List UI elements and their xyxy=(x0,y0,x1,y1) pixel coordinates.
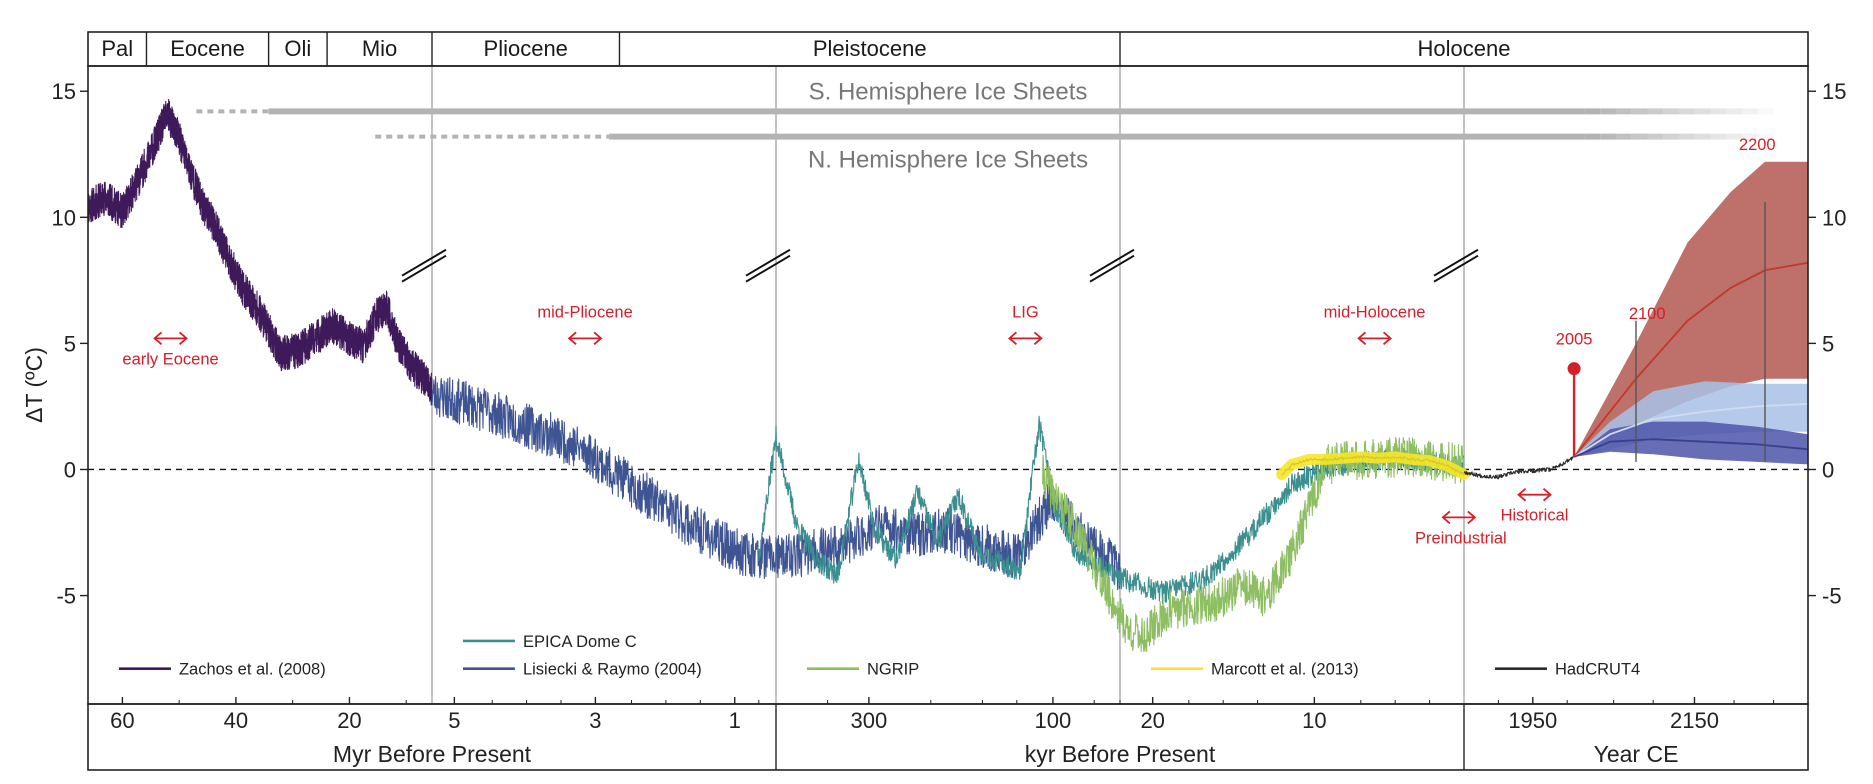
ytick-label-left-2: 5 xyxy=(64,331,76,356)
annotation-arrowhead-left-4 xyxy=(1441,510,1451,525)
xtick-label-ce-0: 1950 xyxy=(1508,708,1557,733)
xtick-label-myr-2: 20 xyxy=(337,708,361,733)
axis-break-b-2 xyxy=(1089,254,1135,283)
epoch-label-2: Oli xyxy=(284,36,311,61)
legend-label-3: NGRIP xyxy=(867,661,919,679)
marker-2005-dot xyxy=(1567,362,1581,376)
ytick-label-left-0: 15 xyxy=(52,79,76,104)
axis-break-a-0 xyxy=(401,248,447,277)
epoch-label-0: Pal xyxy=(101,36,133,61)
annotation-arrowhead-right-4 xyxy=(1467,510,1477,525)
annotation-label-4: Preindustrial xyxy=(1415,529,1507,547)
ytick-label-right-3: 0 xyxy=(1822,457,1834,482)
annotation-arrowhead-right-0 xyxy=(178,331,188,346)
xtick-label-kyr-1: 100 xyxy=(1035,708,1072,733)
annotation-arrowhead-right-1 xyxy=(593,331,603,346)
ytick-label-right-0: 15 xyxy=(1822,79,1846,104)
annotation-label-1: mid-Pliocene xyxy=(537,303,632,321)
annotation-arrowhead-left-1 xyxy=(567,331,577,346)
series-line-1 xyxy=(431,376,1121,591)
projection-median-high xyxy=(1573,261,1809,458)
annotation-arrowhead-left-5 xyxy=(1517,488,1527,502)
grid-layer: S. Hemisphere Ice Sheets N. Hemisphere Ic… xyxy=(88,66,1808,704)
xtick-label-kyr-3: 10 xyxy=(1302,708,1326,733)
annotation-label-5: Historical xyxy=(1501,507,1569,525)
legend-label-5: HadCRUT4 xyxy=(1555,661,1640,679)
x-axis-label-kyr: kyr Before Present xyxy=(1025,741,1216,767)
annotation-arrowhead-right-2 xyxy=(1033,331,1043,346)
xtick-label-myr-3: 5 xyxy=(448,708,460,733)
epoch-label-4: Pliocene xyxy=(484,36,568,61)
annotation-arrowhead-left-2 xyxy=(1008,331,1017,346)
legend-label-2: Lisiecki & Raymo (2004) xyxy=(523,661,702,679)
axis-break-b-0 xyxy=(401,254,447,283)
ytick-label-left-1: 10 xyxy=(52,205,76,230)
epoch-label-1: Eocene xyxy=(170,36,245,61)
annotation-arrowhead-right-5 xyxy=(1542,488,1552,502)
epoch-bar-frame xyxy=(87,31,1809,67)
overlay-layer: 2005 2100 2200 early Eocene mid-Pliocene LIG m… xyxy=(118,136,1776,679)
xtick-label-myr-5: 1 xyxy=(729,708,741,733)
annotation-label-0: early Eocene xyxy=(122,350,218,368)
epoch-label-6: Holocene xyxy=(1418,36,1511,61)
annotation-label-2: LIG xyxy=(1012,303,1039,321)
series-line-detail-4 xyxy=(1281,454,1465,476)
epoch-label-5: Pleistocene xyxy=(813,36,927,61)
projection-label-2005: 2005 xyxy=(1556,331,1593,349)
x-axis-label-ce: Year CE xyxy=(1594,741,1679,767)
projection-label-2200: 2200 xyxy=(1739,136,1776,154)
series-line-5 xyxy=(1463,456,1575,480)
xtick-label-myr-0: 60 xyxy=(110,708,134,733)
series-layer xyxy=(87,98,1575,652)
axis-break-a-3 xyxy=(1433,248,1479,277)
xtick-label-myr-4: 3 xyxy=(589,708,601,733)
epoch-label-3: Mio xyxy=(362,36,397,61)
xtick-label-ce-1: 2150 xyxy=(1670,708,1719,733)
series-line-0 xyxy=(87,98,433,406)
series-line-3 xyxy=(1042,437,1465,652)
ytick-label-right-4: -5 xyxy=(1822,584,1842,609)
annotation-arrowhead-right-3 xyxy=(1382,331,1392,346)
axis-break-a-2 xyxy=(1089,248,1135,277)
legend-label-4: Marcott et al. (2013) xyxy=(1211,661,1359,679)
frame-layer: Pal Eocene Oli Mio Pliocene Pleistocene Holoce… xyxy=(21,31,1846,771)
annotation-label-3: mid-Holocene xyxy=(1324,303,1426,321)
xtick-label-kyr-2: 20 xyxy=(1140,708,1164,733)
projection-label-2100: 2100 xyxy=(1629,305,1666,323)
annotation-arrowhead-left-3 xyxy=(1357,331,1367,346)
ytick-label-left-3: 0 xyxy=(64,457,76,482)
ice-sheet-label-north: N. Hemisphere Ice Sheets xyxy=(808,147,1088,174)
legend-label-1: EPICA Dome C xyxy=(523,633,637,651)
axis-break-b-3 xyxy=(1433,254,1479,283)
projection-band-low xyxy=(1574,421,1808,465)
annotation-arrowhead-left-0 xyxy=(153,331,163,346)
axis-break-b-1 xyxy=(745,254,791,283)
ice-sheet-label-south: S. Hemisphere Ice Sheets xyxy=(809,78,1088,105)
series-line-2 xyxy=(758,415,1465,604)
xtick-label-myr-1: 40 xyxy=(224,708,248,733)
axis-break-a-1 xyxy=(745,248,791,277)
xaxis-frame xyxy=(87,703,1809,771)
projection-bands-layer xyxy=(1573,161,1809,465)
ytick-label-right-1: 10 xyxy=(1822,205,1846,230)
xtick-label-kyr-0: 300 xyxy=(851,708,888,733)
x-axis-label-myr: Myr Before Present xyxy=(333,741,532,767)
y-axis-label: ΔT (ºC) xyxy=(21,347,47,423)
ytick-label-left-4: -5 xyxy=(56,584,76,609)
legend-label-0: Zachos et al. (2008) xyxy=(179,661,326,679)
ytick-label-right-2: 5 xyxy=(1822,331,1834,356)
